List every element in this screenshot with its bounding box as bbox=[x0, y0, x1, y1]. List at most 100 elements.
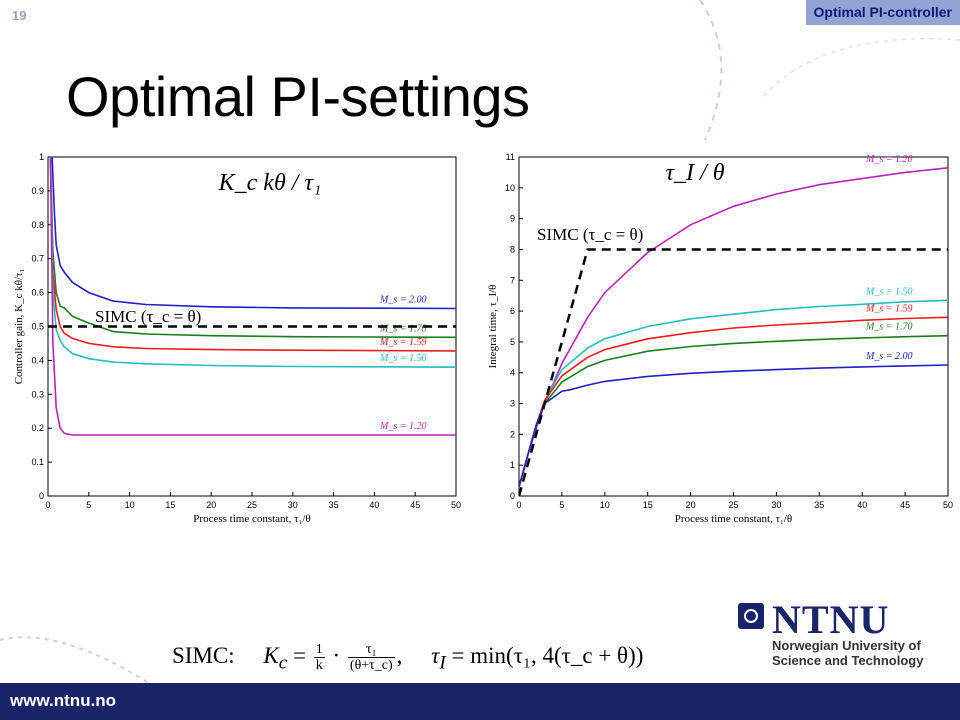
simc-formula: SIMC: Kc = 1 k · τ₁ (θ+τ_c) , τI = min(τ… bbox=[172, 642, 643, 674]
series-line bbox=[51, 157, 456, 310]
formula-sep: , bbox=[396, 642, 403, 668]
y-axis-label: Integral time, τ_I/θ bbox=[487, 285, 499, 369]
x-tick-label: 35 bbox=[329, 500, 339, 510]
y-tick-label: 0.2 bbox=[31, 423, 44, 433]
y-tick-label: 0.6 bbox=[31, 288, 44, 298]
y-tick-label: 0.7 bbox=[31, 254, 44, 264]
x-tick-label: 30 bbox=[771, 500, 781, 510]
series-label: M_s = 1.50 bbox=[379, 353, 426, 364]
x-tick-label: 10 bbox=[125, 500, 135, 510]
x-tick-label: 10 bbox=[600, 500, 610, 510]
x-tick-label: 35 bbox=[814, 500, 824, 510]
y-tick-label: 1 bbox=[39, 152, 44, 162]
series-line bbox=[49, 157, 456, 339]
y-tick-label: 11 bbox=[506, 152, 515, 162]
y-tick-label: 0.1 bbox=[31, 457, 44, 467]
x-tick-label: 50 bbox=[943, 500, 953, 510]
y-tick-label: 2 bbox=[510, 429, 515, 439]
series-label: M_s = 2.00 bbox=[379, 295, 426, 306]
x-tick-label: 40 bbox=[369, 500, 379, 510]
formula-kc-sub: c bbox=[278, 652, 288, 674]
logo-subtitle-line2: Science and Technology bbox=[772, 653, 924, 668]
x-tick-label: 40 bbox=[857, 500, 867, 510]
x-tick-label: 5 bbox=[86, 500, 91, 510]
simc-dashed-line bbox=[519, 248, 948, 496]
y-tick-label: 0 bbox=[510, 491, 515, 501]
logo-subtitle: Norwegian University of Science and Tech… bbox=[772, 638, 960, 668]
y-tick-label: 1 bbox=[510, 460, 515, 470]
series-line bbox=[49, 157, 456, 368]
chart-integral-time: 0 5 10 15 20 25 30 35 40 45 5001234567891011Proces… bbox=[487, 152, 953, 525]
x-tick-label: 45 bbox=[900, 500, 910, 510]
x-axis-label: Process time constant, τ₁/θ bbox=[193, 513, 310, 525]
formula-ti: τ bbox=[431, 642, 440, 668]
series-label: M_s = 1.20 bbox=[865, 154, 912, 165]
x-tick-label: 0 bbox=[516, 500, 521, 510]
x-tick-label: 30 bbox=[288, 500, 298, 510]
x-tick-label: 15 bbox=[643, 500, 653, 510]
y-axis-label: Controller gain, K_c kθ/τ₁ bbox=[13, 269, 25, 385]
y-tick-label: 0.9 bbox=[31, 186, 44, 196]
formula-tau-fraction: τ₁ (θ+τ_c) bbox=[347, 642, 395, 673]
chart-controller-gain: 0 5 10 15 20 25 30 35 40 45 50 0 0.1 0.2 0.3 0.4 0.5 0.6 0… bbox=[13, 152, 461, 525]
chart-title: K_c kθ / τ₁ bbox=[218, 170, 322, 196]
y-tick-label: 0.3 bbox=[31, 389, 44, 399]
series-label: M_s = 1.70 bbox=[379, 323, 426, 334]
formula-tau-den: (θ+τ_c) bbox=[349, 658, 393, 673]
footer-url: www.ntnu.no bbox=[10, 691, 117, 710]
y-tick-label: 9 bbox=[510, 214, 515, 224]
formula-dot: · bbox=[332, 642, 346, 668]
y-tick-label: 8 bbox=[510, 244, 515, 254]
series-label: M_s = 1.20 bbox=[379, 421, 426, 432]
formula-kc: K bbox=[263, 642, 279, 668]
formula-lead: SIMC: bbox=[172, 642, 235, 668]
series-line bbox=[49, 157, 456, 436]
x-tick-label: 25 bbox=[247, 500, 257, 510]
slide-number: 19 bbox=[12, 8, 27, 23]
formula-k-den: k bbox=[315, 658, 323, 673]
topic-badge: Optimal PI-controller bbox=[805, 0, 960, 25]
y-tick-label: 5 bbox=[510, 337, 515, 347]
formula-k-num: 1 bbox=[313, 642, 325, 658]
formula-eq1: = bbox=[287, 642, 312, 668]
series-label: M_s = 1.59 bbox=[865, 303, 912, 314]
y-tick-label: 0.4 bbox=[31, 355, 44, 365]
y-tick-label: 0.8 bbox=[31, 220, 44, 230]
series-label: M_s = 1.59 bbox=[379, 337, 426, 348]
chart-title: τ_I / θ bbox=[665, 160, 724, 186]
x-axis-label: Process time constant, τ₁/θ bbox=[675, 513, 792, 525]
x-tick-label: 0 bbox=[45, 500, 50, 510]
x-tick-label: 50 bbox=[451, 500, 461, 510]
series-line bbox=[49, 157, 456, 352]
y-tick-label: 0.5 bbox=[31, 322, 44, 332]
x-tick-label: 5 bbox=[559, 500, 564, 510]
formula-ti-sub: I bbox=[439, 652, 446, 674]
x-tick-label: 20 bbox=[686, 500, 696, 510]
logo-name: NTNU bbox=[772, 597, 890, 642]
y-tick-label: 10 bbox=[505, 183, 515, 193]
y-tick-label: 6 bbox=[510, 306, 515, 316]
series-label: M_s = 1.70 bbox=[865, 322, 912, 333]
formula-k-fraction: 1 k bbox=[313, 642, 325, 673]
y-tick-label: 3 bbox=[510, 399, 515, 409]
series-label: M_s = 2.00 bbox=[865, 351, 912, 362]
footer-bar: www.ntnu.no bbox=[0, 683, 960, 720]
y-tick-label: 7 bbox=[510, 275, 515, 285]
logo-subtitle-line1: Norwegian University of bbox=[772, 638, 921, 653]
slide-title: Optimal PI-settings bbox=[66, 65, 530, 128]
simc-annotation: SIMC (τ_c = θ) bbox=[537, 225, 643, 244]
x-tick-label: 15 bbox=[165, 500, 175, 510]
y-tick-label: 4 bbox=[510, 368, 515, 378]
series-label: M_s = 1.50 bbox=[865, 286, 912, 297]
formula-eq2: = min(τ₁, 4(τ_c + θ)) bbox=[445, 642, 644, 668]
x-tick-label: 25 bbox=[728, 500, 738, 510]
simc-annotation: SIMC (τ_c = θ) bbox=[95, 307, 201, 326]
x-tick-label: 20 bbox=[206, 500, 216, 510]
formula-tau-num: τ₁ bbox=[347, 642, 395, 658]
ntnu-logo-icon bbox=[738, 603, 764, 629]
x-tick-label: 45 bbox=[410, 500, 420, 510]
series-line bbox=[519, 364, 948, 488]
y-tick-label: 0 bbox=[39, 491, 44, 501]
